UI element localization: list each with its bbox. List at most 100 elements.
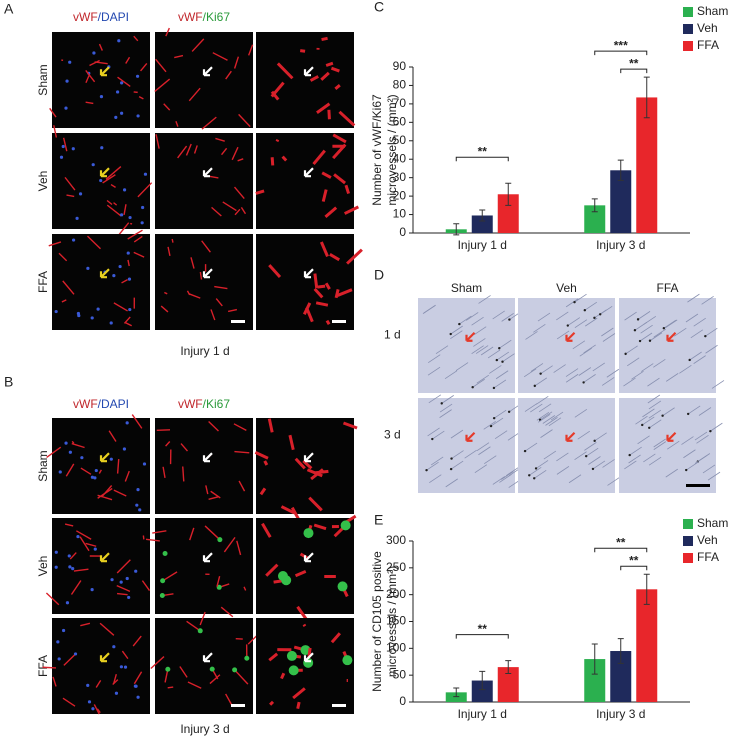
nucleus [136,695,140,699]
fiber [533,323,546,333]
vessel [320,71,330,81]
stain [507,410,511,413]
nucleus [91,163,95,167]
vessel [154,78,171,92]
nucleus [99,95,104,99]
micrograph [418,398,515,493]
fiber [494,430,508,440]
vessel [112,679,119,686]
vessel [321,171,332,179]
arrow [666,431,677,442]
vessel [316,102,331,114]
error-bar [479,209,486,222]
nucleus [135,74,140,78]
vessel [319,241,329,258]
vessel [127,259,130,267]
ki67 [342,655,353,666]
vessel [275,138,280,143]
column-header: Veh [556,281,577,295]
nucleus [118,264,122,269]
y-axis-label: microvessels / (mm²) [385,94,399,205]
vessel [313,273,319,289]
fiber [542,415,556,424]
error-bar [591,198,598,213]
stain [662,327,666,330]
fiber [430,456,444,466]
vessel [186,620,201,632]
stain [566,324,569,327]
ki67 [159,593,165,599]
fiber [602,333,616,342]
vessel [220,606,234,618]
fiber [710,422,723,432]
nucleus [67,554,71,558]
vessel [225,693,233,706]
fiber [648,456,662,466]
fiber [473,326,487,336]
column-header: vWF/DAPI [73,10,129,24]
nucleus [122,188,127,192]
ki67 [288,665,299,676]
scale-bar [231,704,245,707]
error-bar [453,687,460,698]
fiber [490,417,504,427]
vessel [113,302,128,312]
vessel [95,680,102,688]
bar [497,194,519,233]
legend-label: Veh [697,533,718,547]
micrograph [52,518,150,614]
fiber [487,349,501,359]
panel-label: C [374,0,384,15]
fiber [707,471,721,481]
stain [523,449,527,453]
vessel [89,59,100,67]
fiber [548,417,562,427]
nucleus [90,475,95,479]
fiber [641,363,654,372]
fiber [685,313,699,323]
fiber [474,464,488,474]
fiber [435,345,449,355]
significance-label: ** [616,535,626,549]
micrograph [256,418,354,514]
stain [584,454,588,458]
fiber [471,316,484,326]
vessel [204,525,221,541]
vessel [313,287,324,299]
fiber [568,474,582,484]
column-header-part: vWF [73,397,98,411]
vessel [65,463,75,477]
vessel [49,107,57,118]
error-bar [591,643,598,675]
y-axis-label: Number of CD105 positive [370,551,384,692]
vessel [152,530,167,534]
vessel [105,166,122,180]
y-tick-label: 90 [393,59,407,73]
fiber [530,363,544,372]
nucleus [136,488,140,492]
legend-label: Sham [697,516,728,530]
fiber [505,467,519,476]
vessel [121,278,128,284]
vessel [233,423,247,432]
row-label: 1 d [384,328,401,342]
vessel [62,697,76,707]
vessel [317,284,326,289]
arrow [202,552,213,563]
vessel [305,306,314,323]
vessel [100,485,113,498]
fiber [653,441,666,450]
significance-label: *** [614,38,628,52]
vessel [162,466,166,479]
fiber [484,455,497,465]
arrow [99,167,110,178]
fiber [524,403,538,412]
y-tick-label: 20 [393,188,407,202]
fiber [529,466,542,476]
legend-swatch [683,536,693,546]
nucleus [76,534,80,539]
vessel [71,442,85,449]
fiber [628,454,641,464]
vessel [329,253,341,262]
nucleus [141,205,145,210]
